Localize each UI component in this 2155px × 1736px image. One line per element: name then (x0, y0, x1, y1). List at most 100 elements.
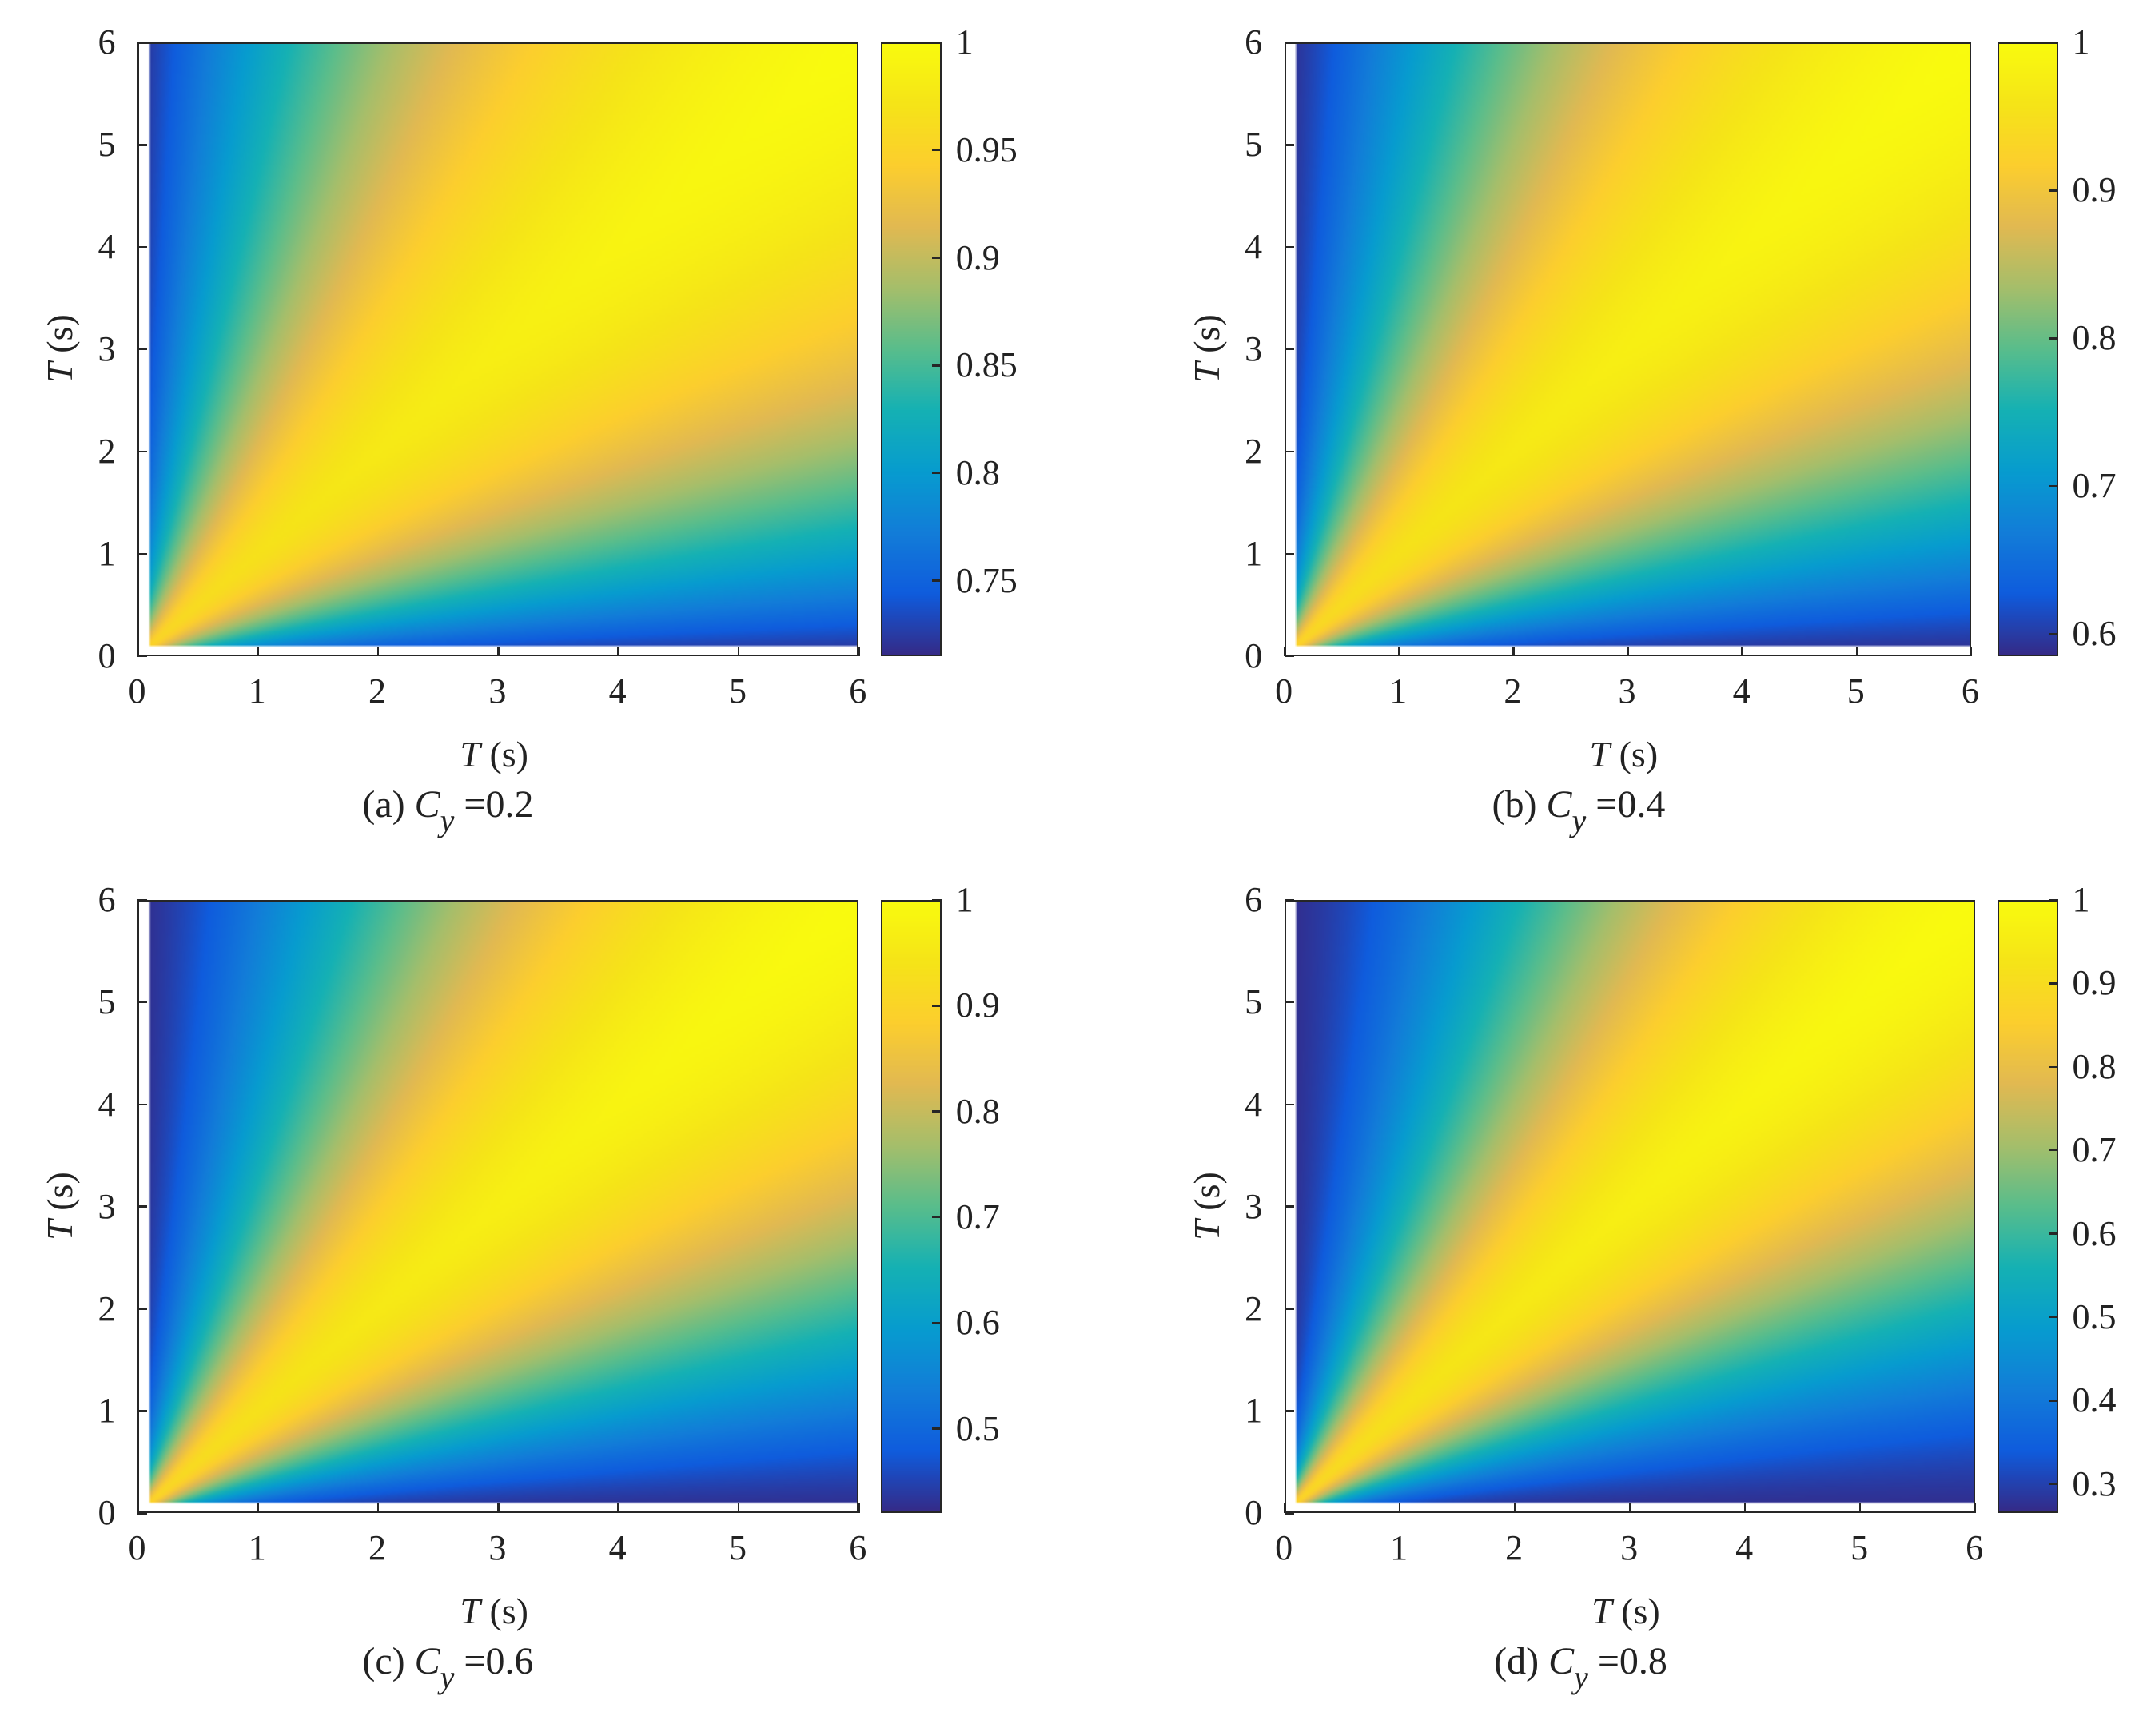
colorbar-tick (2048, 1316, 2058, 1319)
y-tick-label: 3 (98, 1186, 116, 1226)
y-tick-label: 5 (1245, 981, 1263, 1021)
y-axis-label-unit: (s) (39, 314, 81, 363)
x-tick-label: 1 (1389, 671, 1408, 711)
y-axis-label-unit: (s) (1185, 1171, 1227, 1220)
y-tick (1285, 1410, 1295, 1412)
colorbar-tick-label: 0.3 (2072, 1463, 2117, 1503)
y-tick (137, 1410, 148, 1412)
x-tick (137, 646, 139, 656)
y-tick (1285, 1103, 1295, 1106)
y-axis-label-var: T (1185, 1219, 1227, 1240)
colorbar-tick-label: 0.8 (2072, 1046, 2117, 1086)
colorbar-tick (931, 364, 942, 367)
y-tick-label: 2 (98, 432, 116, 472)
colorbar-tick (931, 579, 942, 582)
x-tick (1858, 1503, 1862, 1514)
subplot-caption: (d) Cy =0.8 (1494, 1642, 1667, 1694)
colorbar-tick (2048, 1149, 2058, 1152)
colorbar-tick-label: 0.8 (955, 452, 1000, 492)
y-axis-label-var: T (39, 1219, 81, 1240)
x-tick (617, 646, 619, 656)
colorbar-tick (2048, 1400, 2058, 1402)
x-tick-label: 0 (128, 1528, 146, 1568)
colorbar-tick-label: 0.5 (955, 1408, 1000, 1448)
heatmap-surface (137, 900, 859, 1514)
y-tick (1285, 655, 1295, 658)
colorbar-tick-label: 0.9 (955, 237, 1000, 277)
y-tick (137, 552, 148, 555)
subplot-caption: (b) Cy =0.4 (1492, 785, 1666, 838)
caption-sub: y (1571, 802, 1587, 838)
subplot-caption: (a) Cy =0.2 (362, 782, 533, 837)
colorbar-gradient (880, 900, 942, 1514)
y-tick (1285, 348, 1295, 351)
caption-sub: y (1574, 1659, 1588, 1696)
x-tick-label: 0 (1275, 671, 1293, 711)
y-tick (137, 348, 148, 351)
y-axis-label: T (s) (1185, 1171, 1227, 1240)
caption-prefix: (a) (362, 782, 415, 826)
colorbar-tick (931, 1005, 942, 1007)
axes-frame (137, 900, 859, 1514)
y-tick-label: 5 (98, 125, 116, 165)
colorbar-tick (2048, 898, 2058, 902)
y-tick (137, 42, 148, 44)
colorbar-tick-label: 0.9 (2072, 963, 2117, 1003)
y-tick-label: 4 (98, 227, 116, 267)
x-tick-label: 5 (728, 671, 747, 711)
y-tick (1285, 42, 1295, 44)
colorbar-tick-label: 1 (955, 22, 974, 62)
axes-frame (137, 42, 859, 656)
caption-prefix: (d) (1494, 1640, 1549, 1683)
x-tick (1741, 646, 1743, 656)
x-tick (497, 1503, 500, 1514)
colorbar-gradient (1997, 42, 2058, 656)
caption-var: C (414, 782, 440, 826)
colorbar-frame (1997, 900, 2058, 1514)
y-tick (137, 245, 148, 249)
colorbar-gradient (1997, 900, 2058, 1514)
y-tick-label: 2 (98, 1288, 116, 1328)
y-tick (1285, 1001, 1295, 1004)
x-axis-label-unit: (s) (480, 733, 528, 774)
x-tick (376, 646, 380, 656)
x-tick-label: 6 (849, 671, 867, 711)
colorbar-tick-label: 1 (955, 880, 974, 920)
caption-sub: y (440, 1659, 455, 1696)
colorbar-tick (2048, 189, 2058, 192)
colorbar-tick-label: 0.8 (955, 1091, 1000, 1131)
y-tick-label: 6 (1245, 880, 1263, 920)
x-axis-label-var: T (460, 733, 480, 774)
colorbar-frame (880, 42, 942, 656)
y-tick (1285, 552, 1295, 555)
axes-frame (1285, 900, 1976, 1514)
x-tick (1398, 1503, 1401, 1514)
colorbar-tick-label: 0.9 (955, 985, 1000, 1025)
y-axis-label-var: T (1185, 362, 1227, 383)
x-tick-label: 6 (1966, 1528, 1984, 1568)
y-tick (137, 450, 148, 453)
y-tick-label: 5 (1245, 125, 1263, 165)
y-tick-label: 3 (1245, 1186, 1263, 1226)
y-tick (137, 1205, 148, 1208)
colorbar-tick (931, 472, 942, 475)
x-tick-label: 0 (1275, 1528, 1293, 1568)
x-tick-label: 3 (488, 671, 507, 711)
colorbar-tick-label: 0.7 (955, 1196, 1000, 1236)
y-tick (1285, 450, 1295, 453)
heatmap-surface (1285, 42, 1971, 656)
x-tick-label: 2 (1504, 671, 1522, 711)
x-tick-label: 1 (248, 671, 266, 711)
x-tick-label: 4 (608, 1528, 627, 1568)
x-tick-label: 5 (1846, 671, 1865, 711)
y-tick (137, 1308, 148, 1310)
y-tick (1285, 144, 1295, 146)
y-tick-label: 4 (98, 1084, 116, 1124)
axes-frame (1285, 42, 1971, 656)
y-tick-label: 6 (1245, 22, 1263, 62)
x-axis-label: T (s) (460, 733, 528, 774)
x-tick-label: 3 (1620, 1528, 1639, 1568)
x-axis-label-unit: (s) (1610, 733, 1659, 774)
x-axis-label-var: T (1591, 1591, 1612, 1632)
x-tick (1627, 646, 1629, 656)
